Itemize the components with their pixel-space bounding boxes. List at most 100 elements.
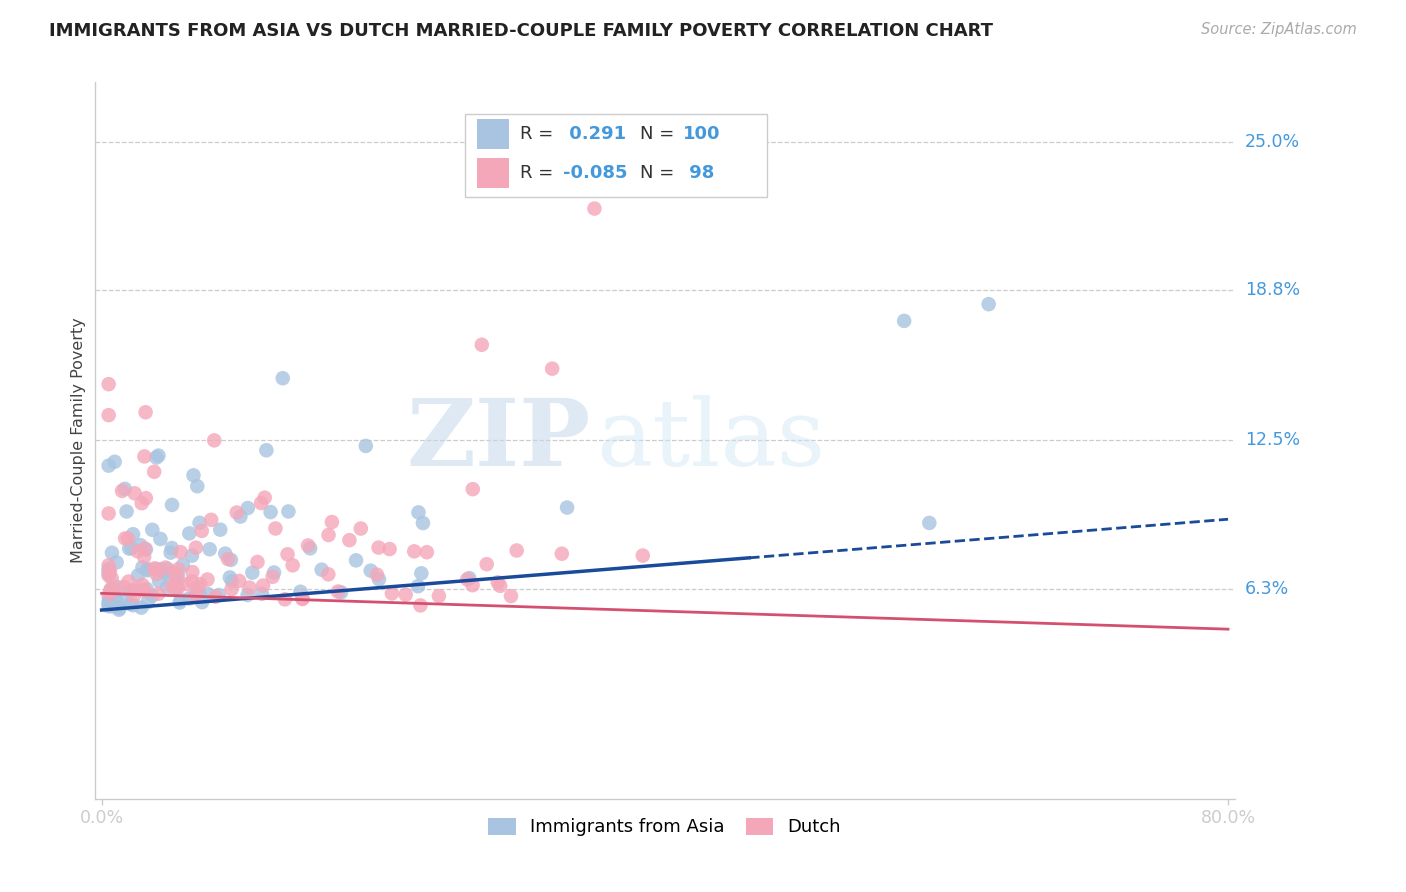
- Point: [122, 527, 145, 541]
- Point: [141, 589, 163, 603]
- Point: [97, 599, 120, 614]
- Point: [135, 405, 157, 419]
- Point: [204, 590, 226, 604]
- FancyBboxPatch shape: [477, 158, 509, 188]
- Point: [112, 580, 135, 594]
- Point: [136, 562, 159, 576]
- Point: [143, 561, 166, 575]
- Point: [179, 526, 201, 541]
- Point: [209, 523, 232, 537]
- Point: [271, 371, 294, 385]
- Point: [97, 377, 120, 392]
- Point: [489, 579, 512, 593]
- Point: [461, 578, 484, 592]
- Point: [191, 595, 214, 609]
- Point: [136, 563, 159, 577]
- Point: [145, 562, 167, 576]
- Point: [131, 577, 153, 591]
- Point: [409, 599, 432, 613]
- Point: [290, 584, 312, 599]
- Point: [124, 486, 146, 500]
- Point: [350, 522, 373, 536]
- Point: [277, 547, 299, 561]
- Point: [156, 581, 179, 595]
- Point: [97, 595, 120, 609]
- Point: [160, 498, 183, 512]
- Point: [103, 582, 125, 597]
- Point: [250, 496, 273, 510]
- Point: [188, 586, 211, 600]
- Point: [124, 582, 146, 597]
- Point: [104, 591, 127, 606]
- Point: [412, 516, 434, 530]
- Point: [127, 544, 149, 558]
- Point: [166, 568, 188, 582]
- Point: [118, 541, 141, 556]
- Point: [240, 566, 263, 580]
- Point: [475, 558, 498, 572]
- Point: [117, 532, 139, 546]
- Point: [141, 523, 163, 537]
- Point: [486, 575, 509, 590]
- Point: [118, 583, 141, 598]
- Point: [297, 539, 319, 553]
- Text: N =: N =: [640, 125, 679, 144]
- Point: [318, 528, 340, 542]
- Point: [159, 571, 181, 585]
- Y-axis label: Married-Couple Family Poverty: Married-Couple Family Poverty: [72, 318, 86, 563]
- Point: [404, 544, 426, 558]
- Point: [127, 568, 149, 582]
- Point: [252, 578, 274, 592]
- Point: [200, 513, 222, 527]
- Point: [555, 500, 578, 515]
- Point: [977, 297, 1000, 311]
- Point: [183, 468, 205, 483]
- Point: [111, 483, 134, 498]
- Point: [148, 449, 170, 463]
- Text: 18.8%: 18.8%: [1244, 281, 1301, 299]
- Point: [105, 580, 128, 594]
- Point: [145, 450, 167, 465]
- Point: [163, 566, 186, 580]
- Point: [225, 506, 247, 520]
- Text: 6.3%: 6.3%: [1244, 580, 1289, 598]
- Point: [277, 504, 299, 518]
- Point: [122, 589, 145, 603]
- Text: atlas: atlas: [596, 395, 825, 485]
- Point: [97, 597, 120, 611]
- Point: [274, 592, 297, 607]
- Point: [551, 547, 574, 561]
- Point: [918, 516, 941, 530]
- Point: [98, 598, 121, 612]
- Point: [246, 555, 269, 569]
- Point: [153, 566, 176, 580]
- Point: [110, 593, 132, 607]
- Point: [259, 505, 281, 519]
- Point: [122, 599, 145, 613]
- Point: [360, 564, 382, 578]
- Point: [219, 553, 242, 567]
- Point: [135, 491, 157, 505]
- Point: [499, 589, 522, 603]
- Point: [263, 566, 285, 580]
- Point: [427, 589, 450, 603]
- Point: [236, 588, 259, 602]
- Point: [105, 556, 128, 570]
- Point: [238, 581, 260, 595]
- Point: [181, 574, 204, 589]
- Point: [121, 541, 143, 555]
- Point: [217, 552, 239, 566]
- Point: [131, 496, 153, 510]
- Text: 12.5%: 12.5%: [1244, 432, 1301, 450]
- Point: [169, 545, 191, 559]
- Point: [131, 560, 153, 574]
- Point: [198, 542, 221, 557]
- Point: [114, 482, 136, 496]
- Point: [145, 566, 167, 581]
- Text: R =: R =: [520, 125, 560, 144]
- Point: [631, 549, 654, 563]
- Point: [101, 599, 124, 614]
- Point: [197, 587, 219, 601]
- Point: [167, 581, 190, 595]
- Point: [108, 602, 131, 616]
